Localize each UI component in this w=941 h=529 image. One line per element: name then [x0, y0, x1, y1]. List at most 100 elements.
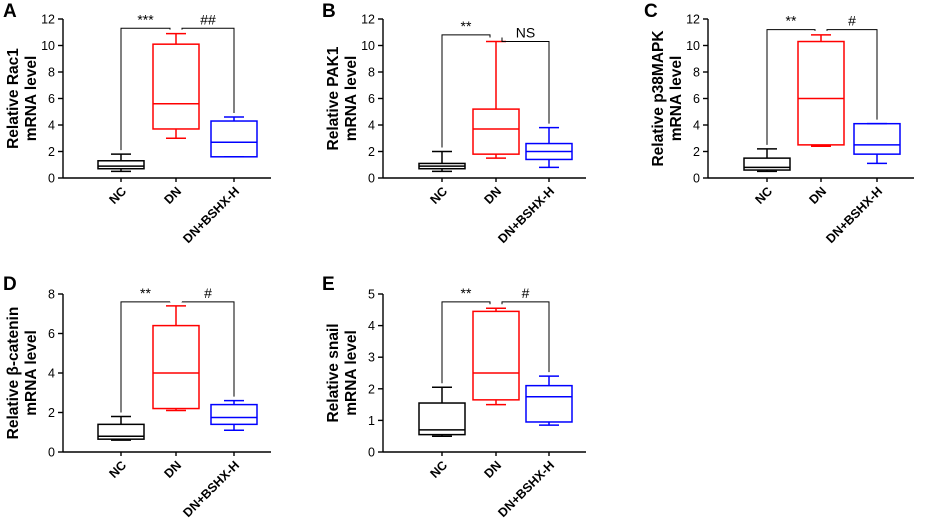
x-tick-label: DN	[806, 184, 829, 207]
panel-b: B Relative PAK1mRNA level 0 2 4 6 8 10 12 NC DNDN+…	[322, 1, 586, 246]
box-body	[210, 120, 258, 158]
x-tick-label: DN+BSHX-H	[180, 458, 242, 520]
y-tick-label: 8	[368, 66, 375, 80]
x-tick-label: DN+BSHX-H	[823, 184, 885, 246]
significance-bracket	[120, 301, 171, 413]
box-dn-bshx-h	[525, 126, 573, 169]
x-tick-label: DN+BSHX-H	[495, 458, 557, 520]
box-dn-bshx-h	[525, 375, 573, 426]
y-axis-label-line: Relative snail	[325, 323, 342, 422]
box-body	[853, 122, 901, 155]
significance-bracket	[181, 301, 235, 397]
y-axis-label-line: mRNA level	[343, 330, 360, 416]
significance-label: **	[140, 285, 151, 301]
box-body	[472, 310, 520, 401]
panel-a: A Relative Rac1mRNA level 0 2 4 6 8 10 12 NC DNDN+…	[3, 1, 271, 246]
y-tick-label: 6	[368, 92, 375, 106]
x-tick-label: DN	[481, 184, 504, 207]
x-tick-label: DN	[481, 458, 504, 481]
significance-bracket	[501, 301, 550, 373]
panel-d: D Relative β-cateninmRNA level 0 2 4 6 8 NC DNDN…	[3, 274, 271, 520]
y-tick-label: 2	[48, 145, 55, 159]
y-tick-label: 0	[368, 446, 375, 460]
y-tick-label: 6	[48, 92, 55, 106]
box-nc	[418, 150, 466, 173]
significance-bracket	[120, 27, 171, 151]
box-body	[525, 384, 573, 423]
x-tick-label: NC	[427, 184, 450, 207]
significance-label: ***	[137, 11, 154, 27]
y-tick-label: 2	[368, 382, 375, 396]
box-nc	[97, 153, 145, 173]
significance-label: #	[848, 13, 856, 29]
panel-c: C Relative p38MAPKmRNA level 0 2 4 6 8 10 12 NC DN…	[644, 1, 914, 246]
y-tick-label: 2	[48, 406, 55, 420]
y-axis-label: Relative Rac1mRNA level	[5, 48, 40, 149]
y-tick-label: 0	[48, 172, 55, 186]
x-tick-label: NC	[752, 184, 775, 207]
y-tick-label: 5	[368, 288, 375, 302]
panel-letter: C	[644, 1, 658, 22]
box-body	[97, 160, 145, 170]
y-tick-label: 2	[368, 145, 375, 159]
y-tick-label: 8	[48, 66, 55, 80]
y-tick-label: 2	[693, 145, 700, 159]
y-tick-label: 10	[361, 39, 375, 53]
x-tick-label: NC	[106, 184, 129, 207]
x-tick-label: DN	[161, 458, 184, 481]
y-axis-label-line: Relative PAK1	[325, 46, 342, 150]
y-tick-label: 0	[693, 172, 700, 186]
panel-letter: D	[3, 274, 17, 295]
box-body	[152, 324, 200, 410]
x-tick-label: DN+BSHX-H	[180, 184, 242, 246]
y-axis-label-line: mRNA level	[23, 330, 40, 416]
significance-bracket	[501, 37, 550, 124]
y-tick-label: 12	[686, 13, 700, 27]
y-tick-label: 4	[693, 119, 700, 133]
y-tick-label: 4	[48, 367, 55, 381]
y-tick-label: 6	[48, 327, 55, 341]
significance-bracket	[441, 301, 491, 384]
y-axis-label: Relative snailmRNA level	[325, 323, 360, 422]
y-tick-label: 4	[368, 319, 375, 333]
y-axis-label-line: Relative p38MAPK	[650, 30, 667, 167]
box-dn-bshx-h	[853, 122, 901, 165]
box-body	[210, 403, 258, 426]
significance-label: **	[461, 285, 472, 301]
box-body	[743, 157, 791, 171]
y-tick-label: 1	[368, 414, 375, 428]
box-nc	[97, 415, 145, 441]
box-nc	[418, 386, 466, 437]
box-dn	[472, 40, 520, 159]
significance-label: **	[786, 13, 797, 29]
y-tick-label: 12	[41, 13, 55, 27]
y-tick-label: 10	[686, 39, 700, 53]
y-axis-label-line: mRNA level	[668, 56, 685, 142]
significance-label: NS	[516, 25, 535, 41]
y-tick-label: 4	[48, 119, 55, 133]
panel-e: E Relative snailmRNA level 0 1 2 3 4 5 NC DNDN+BS…	[322, 274, 586, 520]
y-axis-label-line: Relative β-catenin	[5, 307, 22, 440]
y-axis-label: Relative PAK1mRNA level	[325, 46, 360, 150]
box-dn	[797, 34, 845, 147]
box-body	[152, 43, 200, 130]
y-tick-label: 3	[368, 351, 375, 365]
y-tick-label: 4	[368, 119, 375, 133]
significance-bracket	[826, 29, 878, 120]
box-body	[797, 40, 845, 146]
y-axis-label: Relative p38MAPKmRNA level	[650, 30, 685, 167]
y-tick-label: 10	[41, 39, 55, 53]
box-dn	[472, 307, 520, 406]
significance-label: #	[522, 285, 530, 301]
y-tick-label: 12	[361, 13, 375, 27]
box-dn	[152, 32, 200, 139]
panel-letter: A	[3, 1, 17, 22]
x-tick-label: NC	[427, 458, 450, 481]
panel-letter: B	[322, 1, 336, 22]
y-axis-label-line: Relative Rac1	[5, 48, 22, 149]
y-tick-label: 8	[48, 288, 55, 302]
y-axis-label-line: mRNA level	[23, 56, 40, 142]
x-tick-label: DN+BSHX-H	[495, 184, 557, 246]
significance-label: ##	[200, 11, 216, 27]
